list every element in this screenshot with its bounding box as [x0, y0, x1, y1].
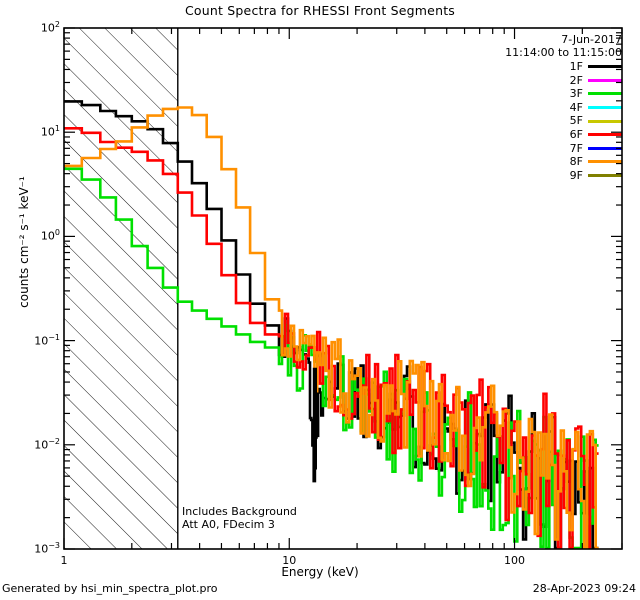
footer-timestamp: 28-Apr-2023 09:24 [532, 582, 636, 595]
x-axis-title: Energy (keV) [281, 565, 359, 579]
legend-color-swatch [588, 146, 622, 150]
legend-item-8f: 8F [570, 155, 622, 169]
legend-label: 9F [569, 168, 583, 182]
page-title: Count Spectra for RHESSI Front Segments [184, 3, 456, 18]
observation-date: 7-Jun-2017 [561, 33, 622, 46]
legend-color-swatch [588, 92, 622, 96]
legend-color-swatch [588, 65, 622, 69]
legend-color-swatch [588, 133, 622, 137]
series-line-8f [64, 106, 599, 549]
legend-color-swatch [588, 106, 622, 110]
plot-annotation-line: Includes Background [182, 505, 297, 518]
y-tick-label: 102 [40, 20, 60, 35]
x-tick-label: 10 [282, 554, 297, 567]
legend-color-swatch [588, 174, 622, 178]
legend-label: 1F [569, 60, 583, 73]
plot-annotations: Includes Background Att A0, FDecim 3 [182, 505, 297, 531]
legend-item-6f: 6F [570, 128, 622, 142]
axis-ticks [63, 27, 623, 550]
legend-label: 6F [569, 127, 583, 141]
plot-annotation-line: Att A0, FDecim 3 [182, 518, 275, 531]
legend-label: 2F [569, 73, 583, 87]
legend-item-3f: 3F [570, 87, 622, 101]
observation-date-block: 7-Jun-2017 11:14:00 to 11:15:00 [505, 33, 622, 59]
y-axis-tick-labels: 102 101 100 10−1 10−2 10−3 [0, 0, 60, 600]
y-tick-label: 10−2 [34, 436, 60, 452]
legend-label: 4F [569, 100, 583, 114]
y-axis-title: counts cm⁻² s⁻¹ keV⁻¹ [17, 176, 31, 308]
y-tick-label: 100 [40, 228, 60, 244]
legend: 1F 2F 3F 4F 5F 6F 7F 8F 9F [570, 60, 622, 182]
observation-time-range: 11:14:00 to 11:15:00 [505, 46, 622, 59]
legend-color-swatch [588, 78, 622, 82]
plot-frame [63, 27, 623, 550]
legend-item-1f: 1F [570, 60, 622, 74]
y-tick-label: 10−1 [34, 332, 60, 348]
legend-item-9f: 9F [570, 169, 622, 183]
legend-item-5f: 5F [570, 114, 622, 128]
legend-item-7f: 7F [570, 142, 622, 156]
legend-label: 8F [569, 155, 583, 169]
footer-generator-text: Generated by hsi_min_spectra_plot.pro [2, 582, 218, 595]
legend-color-swatch [588, 119, 622, 123]
legend-label: 5F [569, 114, 583, 128]
x-tick-label: 1 [60, 554, 68, 567]
legend-item-4f: 4F [570, 101, 622, 115]
legend-item-2f: 2F [570, 74, 622, 88]
legend-label: 3F [569, 87, 583, 101]
data-series-layer [64, 100, 599, 549]
y-tick-label: 10−3 [34, 541, 60, 556]
x-tick-label: 100 [504, 554, 526, 567]
legend-color-swatch [588, 160, 622, 164]
y-tick-label: 101 [40, 124, 60, 139]
legend-label: 7F [569, 141, 583, 155]
